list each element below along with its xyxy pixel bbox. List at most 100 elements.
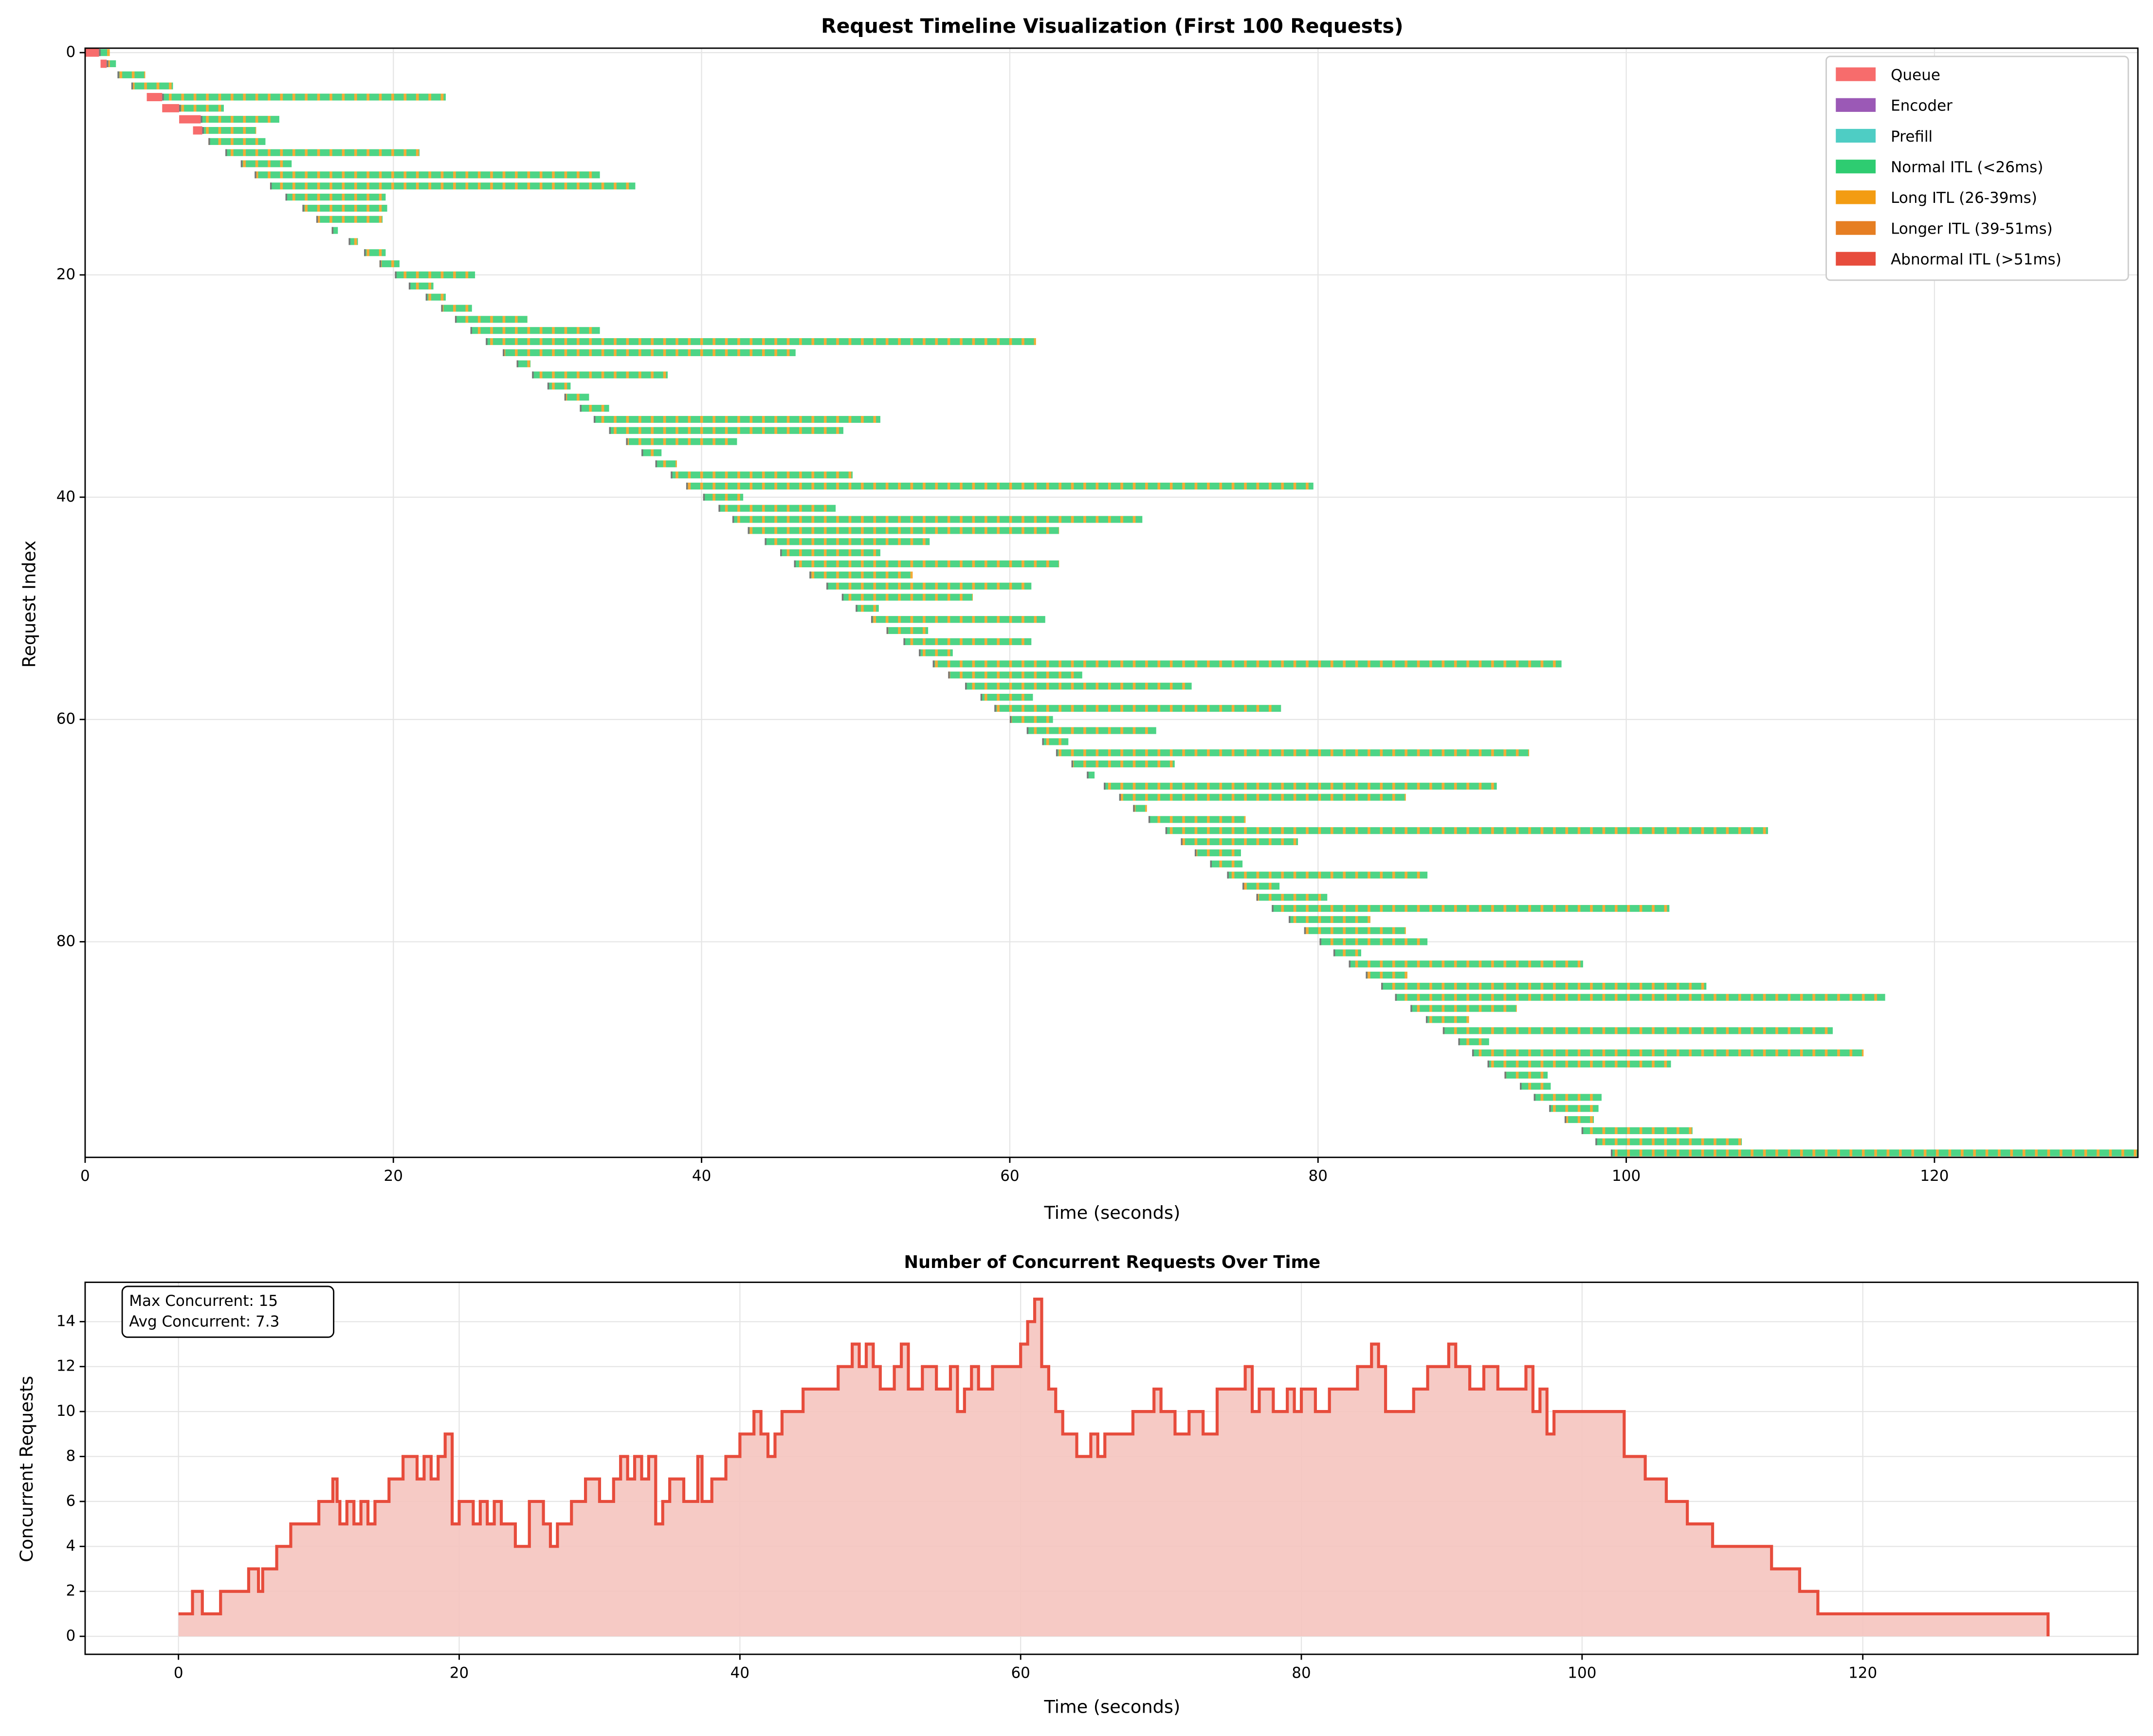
- request-bar: [99, 49, 110, 56]
- prefill-tick: [1425, 1016, 1428, 1023]
- prefill-tick: [425, 293, 428, 301]
- x-tick-label: 40: [692, 1167, 711, 1185]
- y-tick-label: 8: [66, 1447, 75, 1465]
- request-bar: [826, 582, 1032, 590]
- request-bar: [255, 171, 600, 179]
- request-bar: [179, 105, 224, 112]
- prefill-tick: [1026, 727, 1029, 734]
- prefill-tick: [225, 149, 227, 156]
- prefill-tick: [503, 349, 505, 356]
- request-bar: [1425, 1016, 1469, 1023]
- prefill-tick: [809, 571, 811, 579]
- prefill-tick: [1087, 771, 1089, 778]
- prefill-tick: [1472, 1049, 1474, 1057]
- prefill-tick: [765, 538, 766, 545]
- prefill-tick: [626, 438, 628, 445]
- prefill-tick: [1442, 1027, 1445, 1034]
- prefill-tick: [686, 482, 688, 490]
- prefill-tick: [441, 305, 443, 312]
- x-tick-label: 20: [450, 1664, 469, 1682]
- request-bar: [580, 405, 609, 412]
- request-bar: [455, 316, 528, 323]
- request-bar: [932, 660, 1562, 668]
- queue-bar: [100, 59, 107, 68]
- request-bar: [1242, 883, 1280, 890]
- request-bar: [302, 204, 387, 212]
- prefill-tick: [1119, 794, 1121, 801]
- prefill-tick: [285, 194, 287, 201]
- request-bar: [285, 194, 386, 201]
- y-tick-label: 10: [56, 1402, 75, 1420]
- prefill-tick: [1165, 827, 1168, 834]
- request-bar: [1487, 1060, 1671, 1067]
- prefill-tick: [379, 260, 382, 268]
- prefill-tick: [965, 683, 967, 690]
- prefill-tick: [1227, 871, 1229, 879]
- prefill-tick: [856, 605, 858, 612]
- request-bar: [703, 493, 744, 501]
- legend-label: Longer ITL (39-51ms): [1891, 220, 2053, 237]
- prefill-tick: [903, 638, 905, 645]
- x-axis-label: Time (seconds): [1043, 1202, 1180, 1223]
- request-bar: [919, 649, 953, 656]
- x-tick-label: 80: [1292, 1664, 1311, 1682]
- request-bar: [1381, 982, 1707, 990]
- y-tick-label: 40: [56, 488, 75, 506]
- prefill-tick: [671, 471, 673, 479]
- request-bar: [626, 438, 737, 445]
- prefill-tick: [609, 427, 611, 434]
- request-bar: [107, 60, 116, 68]
- prefill-tick: [1104, 782, 1106, 790]
- request-bar: [886, 627, 929, 634]
- prefill-tick: [202, 127, 204, 134]
- prefill-tick: [593, 416, 596, 423]
- legend-swatch: [1836, 190, 1876, 204]
- legend-swatch: [1836, 160, 1876, 174]
- request-bar: [364, 249, 386, 256]
- annotation-box: [121, 1285, 335, 1338]
- legend-box: [1825, 55, 2129, 281]
- prefill-tick: [364, 249, 366, 256]
- request-bar: [732, 516, 1143, 523]
- request-bar: [162, 93, 446, 101]
- request-bar: [1472, 1049, 1864, 1057]
- prefill-tick: [1333, 949, 1335, 957]
- prefill-tick: [1194, 849, 1197, 856]
- x-tick-label: 100: [1568, 1664, 1596, 1682]
- prefill-tick: [1148, 816, 1150, 823]
- prefill-tick: [131, 82, 133, 90]
- x-tick-label: 120: [1920, 1167, 1949, 1185]
- y-axis-label: Concurrent Requests: [16, 1376, 37, 1562]
- y-tick-label: 0: [66, 43, 75, 61]
- prefill-tick: [1319, 938, 1321, 945]
- prefill-tick: [107, 60, 109, 68]
- request-bar: [794, 560, 1059, 567]
- request-bar: [655, 460, 677, 468]
- request-bar: [516, 360, 531, 367]
- prefill-tick: [980, 693, 983, 701]
- x-tick-label: 60: [1011, 1664, 1030, 1682]
- plot-frame: [84, 1282, 2139, 1655]
- request-bar: [1319, 938, 1428, 945]
- prefill-tick: [1256, 894, 1259, 901]
- prefill-tick: [641, 449, 643, 456]
- chart-title: Request Timeline Visualization (First 10…: [821, 15, 1403, 38]
- x-axis-label: Time (seconds): [1043, 1697, 1180, 1718]
- request-bar: [1458, 1038, 1489, 1046]
- legend-swatch: [1836, 98, 1876, 112]
- request-bar: [117, 71, 146, 78]
- request-bar: [765, 538, 930, 545]
- request-bar: [1549, 1105, 1599, 1112]
- y-tick-label: 6: [66, 1492, 75, 1510]
- request-bar: [1395, 994, 1885, 1001]
- prefill-tick: [1349, 960, 1351, 968]
- x-tick-label: 20: [384, 1167, 403, 1185]
- plot-frame: [84, 47, 2139, 1158]
- area: [178, 1299, 2048, 1637]
- prefill-tick: [1581, 1127, 1584, 1134]
- prefill-tick: [270, 182, 272, 190]
- request-bar: [316, 216, 383, 223]
- prefill-tick: [826, 582, 828, 590]
- prefill-tick: [117, 71, 119, 78]
- prefill-tick: [1504, 1071, 1506, 1079]
